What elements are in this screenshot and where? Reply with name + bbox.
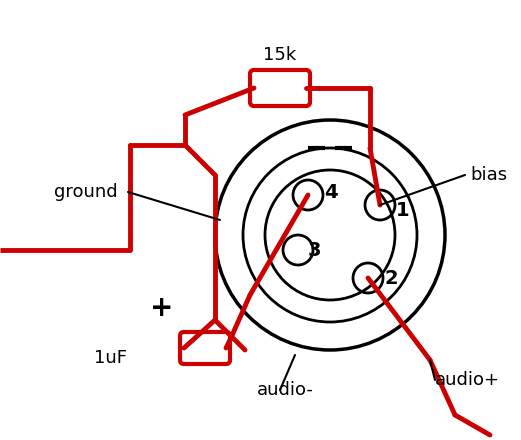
Text: bias: bias <box>470 166 507 184</box>
Text: +: + <box>151 294 173 322</box>
Text: 2: 2 <box>384 268 398 287</box>
Text: ground: ground <box>54 183 118 201</box>
Text: 4: 4 <box>324 183 338 202</box>
Text: 3: 3 <box>308 241 321 260</box>
Text: 1uF: 1uF <box>93 349 127 367</box>
Text: audio+: audio+ <box>435 371 500 389</box>
FancyBboxPatch shape <box>250 70 310 106</box>
Text: audio-: audio- <box>256 381 314 399</box>
Text: 1: 1 <box>396 201 410 220</box>
Text: 15k: 15k <box>264 46 296 64</box>
FancyBboxPatch shape <box>180 332 230 364</box>
